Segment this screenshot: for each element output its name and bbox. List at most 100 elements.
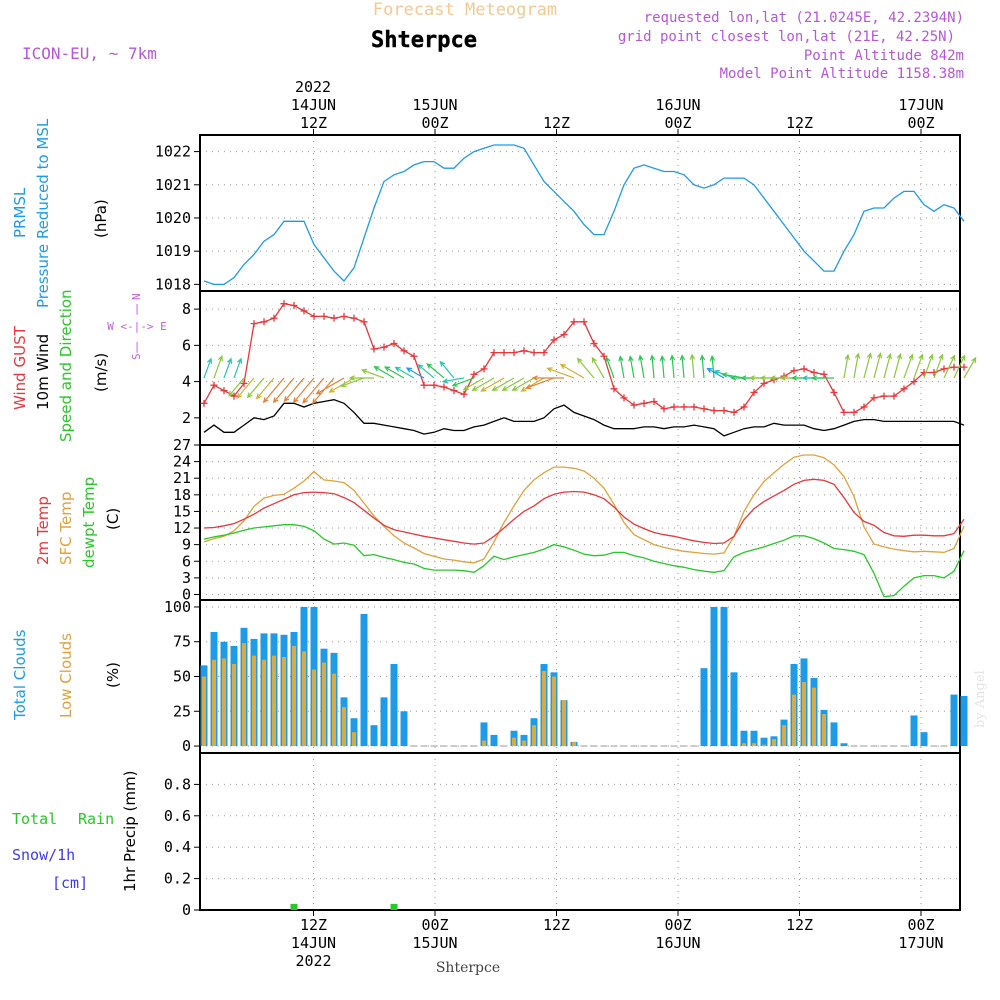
wind-direction-arrow [439,360,455,379]
gust-marker [470,370,478,378]
wind-direction-arrow [520,377,545,392]
wind-direction-arrow [531,375,565,381]
low-cloud-bar [532,725,536,747]
low-cloud-bar [772,739,776,747]
y-tick-label: 0.4 [164,838,191,856]
top-time-label: 12Z [786,114,813,132]
wind-direction-arrow [348,375,375,381]
gust-marker [490,349,498,357]
credit: by Angel [973,670,988,728]
wind-direction-arrow [426,363,445,379]
compass-axis: | [134,340,141,353]
bottom-time-label: 12Z [300,916,327,934]
gust-marker [820,370,828,378]
wind-direction-arrow [360,368,385,379]
gust-marker [740,403,748,411]
wind-direction-arrow [228,377,245,397]
gust-marker [850,408,858,416]
total-cloud-bar [830,722,838,747]
gust-marker [540,349,548,357]
gust-marker [240,379,248,387]
gust-marker [200,399,208,407]
gust-marker [450,387,458,395]
gust-marker [510,349,518,357]
low-cloud-bar [202,676,206,747]
wind-direction-arrow [272,377,295,404]
y-tick-label: 75 [173,633,191,651]
top-date-label: 17JUN [898,96,943,114]
label-2m-temp: 2m Temp [34,496,52,565]
gust-marker [300,307,308,315]
gust-marker [830,388,838,396]
y-tick-label: 1022 [155,143,191,161]
y-tick-label: 2 [182,409,191,427]
gust-marker [500,349,508,357]
wind-direction-arrow [810,375,835,381]
top-date-label: 16JUN [655,96,700,114]
pressure-line [203,144,965,286]
gust-marker [950,363,958,371]
low-cloud-bar [752,743,756,747]
label-wind-unit: (m/s) [92,353,110,392]
gust-marker [230,392,238,400]
wind-direction-arrow [721,372,745,379]
y-tick-label: 12 [173,519,191,537]
low-cloud-bar [572,741,576,747]
wind-direction-arrow [873,352,883,379]
wind-direction-arrow [638,354,645,379]
gust-marker [620,394,628,402]
label-rain: Rain [78,810,114,828]
label-pressure-unit: (hPa) [92,199,110,238]
wind-direction-arrow [853,352,861,379]
rain-bar [290,903,298,910]
gust-marker [340,312,348,320]
gust-marker [320,312,328,320]
low-cloud-bar [822,714,826,747]
gust-marker [860,403,868,411]
wind-direction-arrow [373,366,395,379]
gust-marker [380,343,388,351]
gust-marker [660,405,668,413]
low-cloud-bar [342,707,346,747]
total-cloud-bar [370,725,378,747]
total-cloud-bar [950,694,958,747]
gust-marker [280,300,288,308]
wind-direction-arrow [576,357,595,379]
y-tick-label: 8 [182,300,191,318]
gridpoint-coordinates: grid point closest lon,lat (21E, 42.25N) [618,29,955,45]
gust-marker [590,340,598,348]
wind-direction-arrow [471,377,495,391]
compass-north: N [130,293,143,300]
compass-axis: | [134,302,141,315]
wind-direction-arrow [963,356,977,379]
gust-marker [940,365,948,373]
total-cloud-bar [490,734,498,747]
gust-marker [710,407,718,415]
top-date-label: 15JUN [412,96,457,114]
y-tick-label: 1020 [155,209,191,227]
wind-direction-arrow [480,377,505,392]
gust-marker [750,388,758,396]
gust-marker [310,312,318,320]
wind-direction-arrow [559,363,585,379]
y-tick-label: 21 [173,469,191,487]
wind-direction-arrow [943,354,956,379]
y-tick-label: 1019 [155,242,191,260]
bottom-year-label: 2022 [295,952,331,970]
wind-direction-arrow [283,377,305,403]
gust-marker [760,379,768,387]
top-time-label: 00Z [421,114,448,132]
gust-marker [560,330,568,338]
gust-marker [570,318,578,326]
wind-direction-arrow [689,353,696,379]
gust-marker [900,385,908,393]
low-cloud-bar [302,651,306,747]
wind-direction-arrow [501,377,525,391]
low-cloud-bar [812,687,816,747]
low-cloud-bar [782,725,786,747]
wind-direction-arrow [292,377,315,404]
low-cloud-bar [802,682,806,747]
gust-marker [370,345,378,353]
wind-direction-arrow [669,354,676,379]
total-cloud-bar [380,697,388,747]
